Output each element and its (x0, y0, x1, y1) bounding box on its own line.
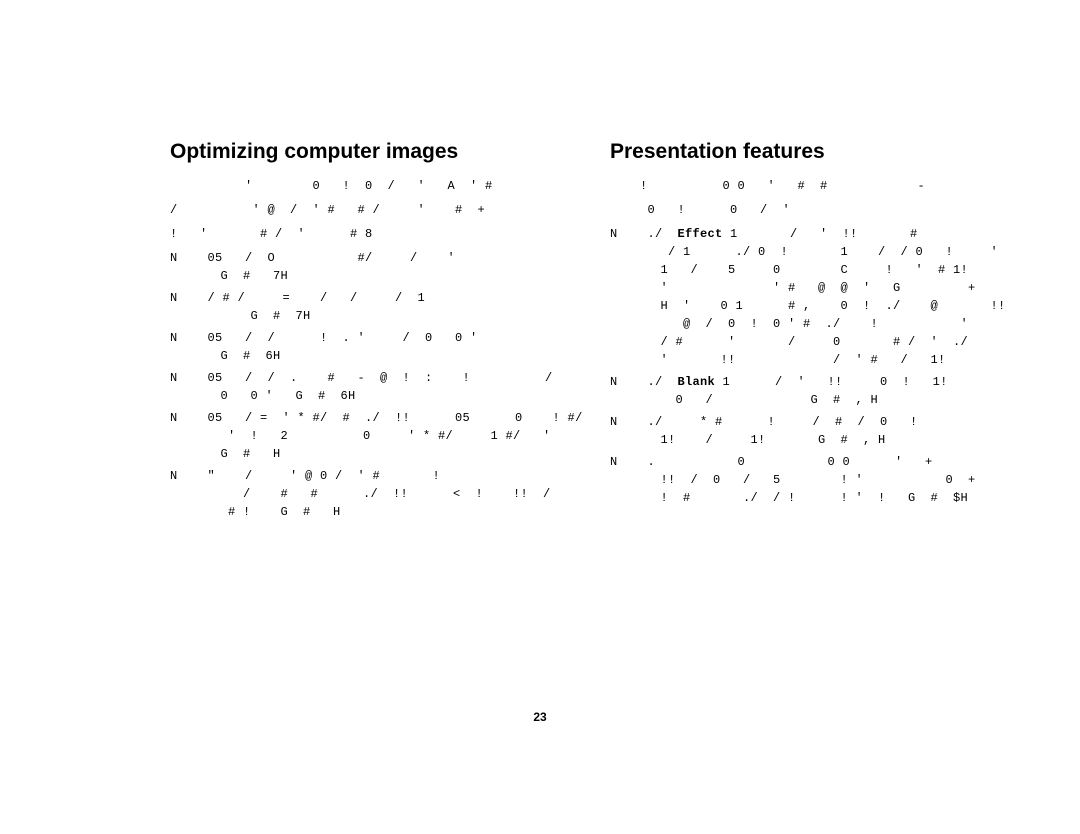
list-item: N 05 / = ' * #/ # ./ !! 05 0 ! #/ ' ! 2 … (170, 409, 550, 463)
list-item: N ./ Effect 1 / ' !! # / 1 ./ 0 ! 1 / / … (610, 225, 990, 369)
list-item: N ./ * # ! / # / 0 ! 1! / 1! G # , H (610, 413, 990, 449)
list-item: N . 0 0 0 ' + !! / 0 / 5 ! ' 0 + ! # ./ … (610, 453, 990, 507)
page-container: Optimizing computer images ' 0 ! 0 / ' A… (0, 0, 1080, 525)
intro-line: ! 0 0 ' # # - (610, 177, 990, 195)
list-item: N / # / = / / / 1 G # 7H (170, 289, 550, 325)
left-heading: Optimizing computer images (170, 140, 550, 163)
left-intro: ' 0 ! 0 / ' A ' # / ' @ / ' # # / ' # + ! … (170, 177, 550, 243)
page-number: 23 (0, 710, 1080, 724)
list-item: N ./ Blank 1 / ' !! 0 ! 1! 0 / G # , H (610, 373, 990, 409)
right-intro: ! 0 0 ' # # - 0 ! 0 / ' (610, 177, 990, 219)
intro-line: / ' @ / ' # # / ' # + (170, 201, 550, 219)
intro-line: ! ' # / ' # 8 (170, 225, 550, 243)
right-bullet-list: N ./ Effect 1 / ' !! # / 1 ./ 0 ! 1 / / … (610, 225, 990, 507)
list-item: N 05 / / . # - @ ! : ! / 0 0 ' G # 6H (170, 369, 550, 405)
right-column: Presentation features ! 0 0 ' # # - 0 ! … (610, 140, 990, 525)
left-bullet-list: N 05 / O #/ / ' G # 7H N / # / = / / / 1 … (170, 249, 550, 521)
list-item: N 05 / / ! . ' / 0 0 ' G # 6H (170, 329, 550, 365)
left-column: Optimizing computer images ' 0 ! 0 / ' A… (170, 140, 550, 525)
intro-line: ' 0 ! 0 / ' A ' # (170, 177, 550, 195)
list-item: N 05 / O #/ / ' G # 7H (170, 249, 550, 285)
right-heading: Presentation features (610, 140, 990, 163)
intro-line: 0 ! 0 / ' (610, 201, 990, 219)
list-item: N " / ' @ 0 / ' # ! / # # ./ !! < ! !! /… (170, 467, 550, 521)
